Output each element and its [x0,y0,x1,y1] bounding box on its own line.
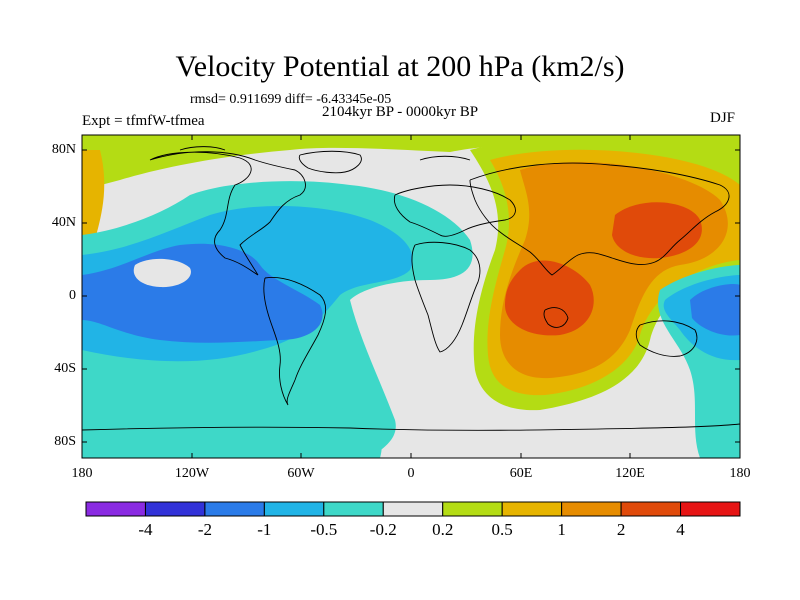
lat-label-0: 0 [69,288,76,303]
colorbar-label: -1 [257,520,272,539]
colorbar-label: 0.2 [432,520,454,539]
contour-positive-0.5-west [82,150,105,245]
lon-label-120e: 120E [615,466,645,481]
colorbar-swatch [561,501,622,517]
colorbar-label: -0.2 [369,520,397,539]
colorbar-swatch [620,501,682,517]
contour-positive-2 [505,260,594,336]
coastlines [82,146,740,431]
colorbar-label: 4 [676,520,685,539]
lat-ticks [82,149,740,443]
colorbar-swatch [204,501,265,517]
contour-neutral-island [133,258,191,288]
lat-label-80n: 80N [51,142,76,157]
lat-label-40n: 40N [51,215,76,230]
colorbar-swatch [85,501,146,517]
lat-label-80s: 80S [54,434,76,449]
stats-text: rmsd= 0.911699 diff= -6.43345e-05 [190,92,392,107]
period-text: 2104kyr BP - 0000kyr BP [322,104,479,120]
lon-label-60e: 60E [509,466,533,481]
lon-label-180e: 180 [729,466,751,481]
colorbar-swatch [442,501,503,517]
colorbar-label: -4 [138,520,153,539]
colorbar-swatch [263,501,325,517]
colorbar [85,501,741,517]
colorbar-label: 2 [616,520,626,539]
map-title: Velocity Potential at 200 hPa (km2/s) [175,50,625,83]
season-label: DJF [710,110,736,126]
contour-negative-0.2-south [82,380,382,458]
lon-label-180w: 180 [71,466,93,481]
colorbar-swatch [323,501,384,517]
colorbar-label: -2 [197,520,212,539]
experiment-label: Expt = tfmfW-tfmea [82,113,205,129]
colorbar-swatch [144,501,206,517]
colorbar-label: -0.5 [310,520,338,539]
colorbar-swatch [501,501,563,517]
contour-negative-1-east [690,283,740,336]
colorbar-label: 1 [557,520,566,539]
contour-positive-2-east [612,202,702,259]
lon-label-60w: 60W [287,466,315,481]
contour-positive-0.2-north [82,135,740,195]
colorbar-label: 0.5 [491,520,513,539]
lon-label-0: 0 [407,466,415,481]
colorbar-swatch [680,501,741,517]
colorbar-swatch [382,501,444,517]
lon-ticks [81,135,741,458]
lon-label-120w: 120W [174,466,210,481]
lat-label-40s: 40S [54,361,76,376]
